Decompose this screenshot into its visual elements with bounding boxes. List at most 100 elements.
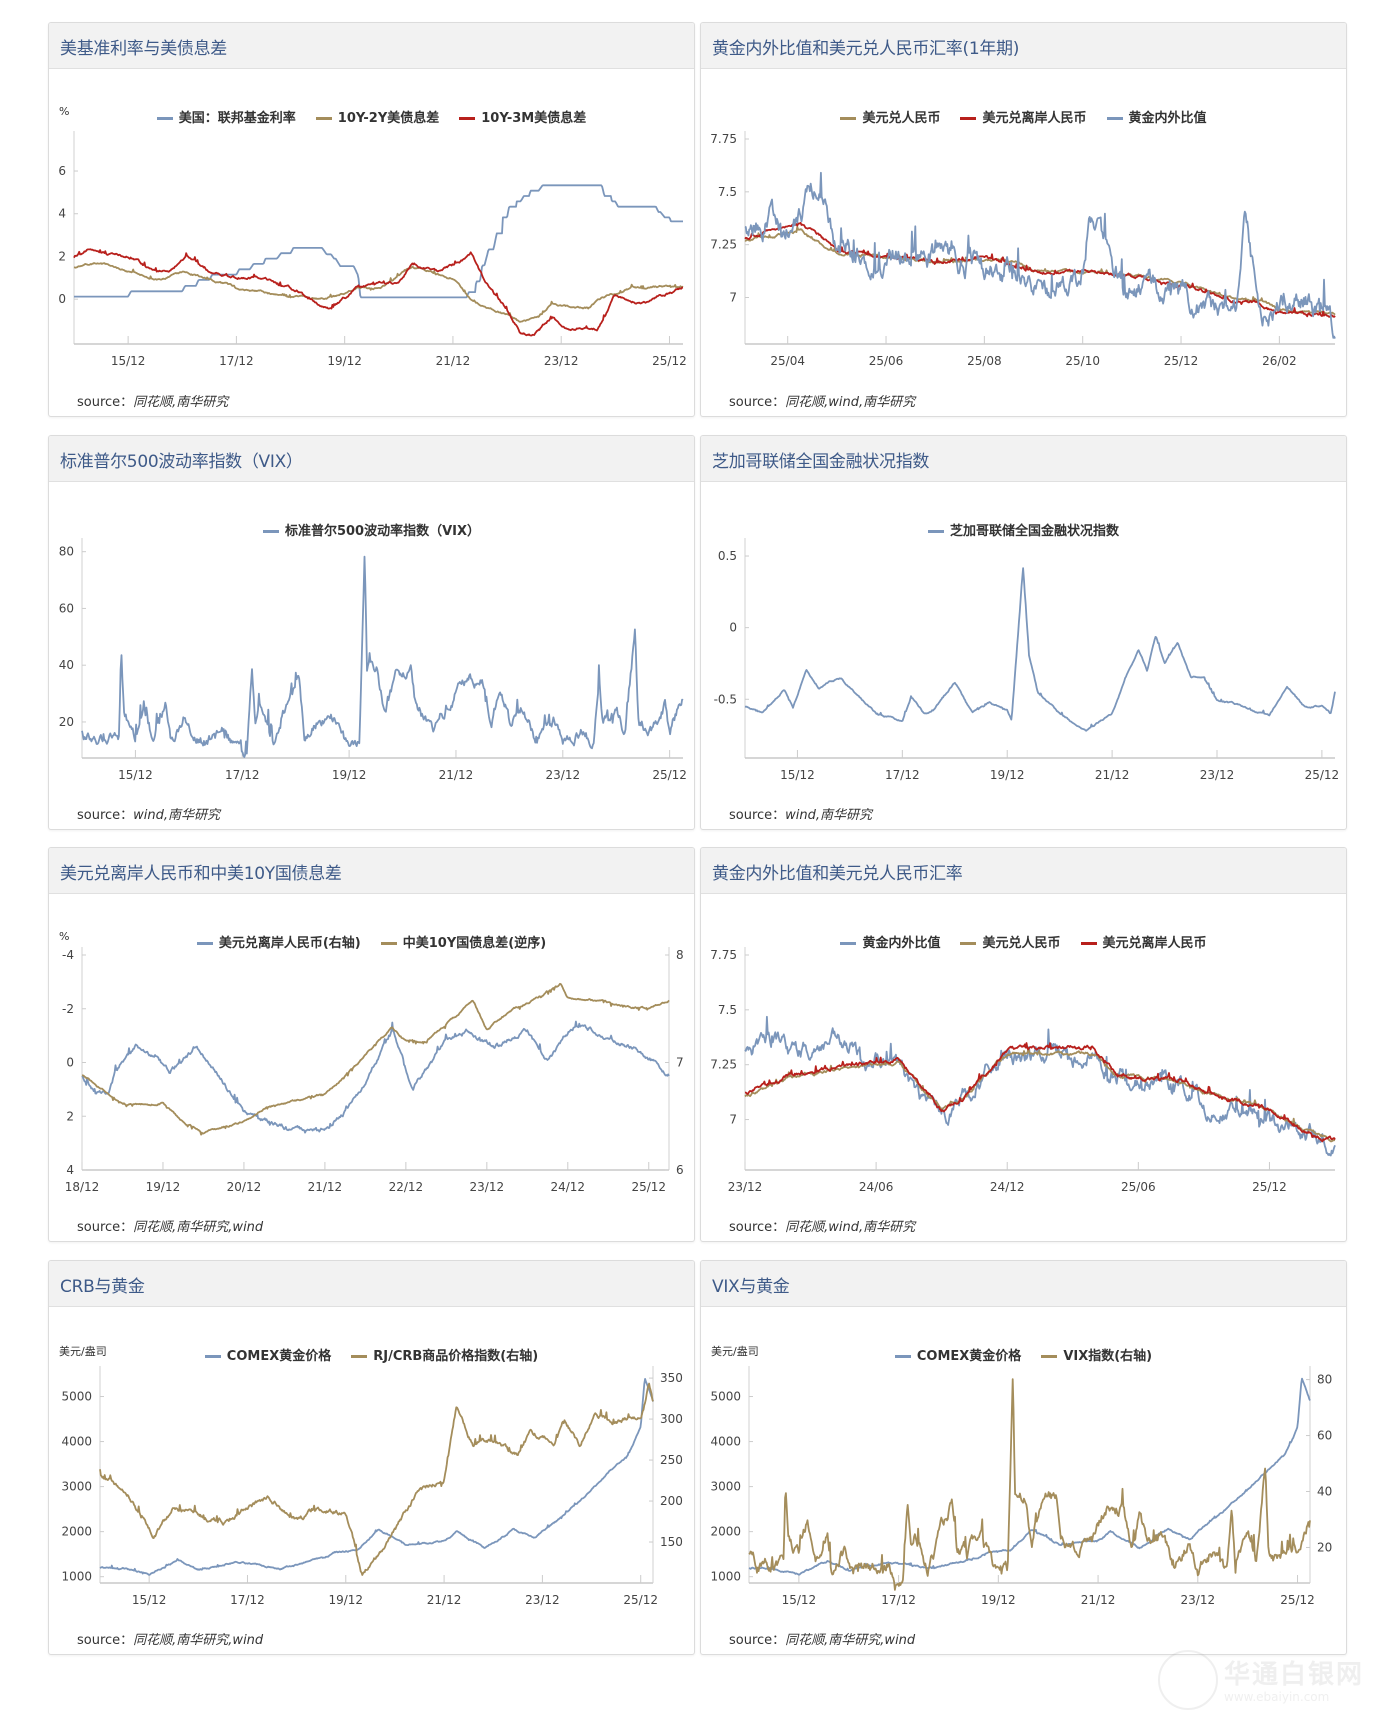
legend-swatch-icon (840, 117, 857, 120)
legend-label: 黄金内外比值 (1128, 111, 1207, 126)
legend-swatch-icon (262, 530, 279, 533)
panel-header: 黄金内外比值和美元兑人民币汇率(1年期) (701, 23, 1346, 69)
legend-item[interactable]: 美元兑人民币 (840, 107, 940, 126)
y-tick-label: 40 (59, 658, 74, 672)
series-line (81, 1020, 670, 1134)
legend-item[interactable]: 中美10Y国债息差(逆序) (380, 932, 546, 951)
x-tick-label: 25/12 (623, 1593, 658, 1607)
x-tick-label: 25/08 (967, 354, 1002, 368)
legend-item[interactable]: 美元兑离岸人民币 (960, 107, 1087, 126)
y-tick-label: 4 (58, 207, 66, 221)
y-tick-label: 7.75 (710, 132, 737, 146)
y-tick-label: 5000 (710, 1390, 741, 1404)
legend-label: 标准普尔500波动率指数（VIX） (284, 524, 481, 539)
y2-tick-label: 250 (660, 1453, 683, 1467)
chart-plot: 1000 2000 3000 4000 5000 20 40 60 80 15/12 17/12 19… (710, 1366, 1332, 1607)
y2-tick-label: 20 (1317, 1540, 1332, 1554)
y-tick-label: 4 (66, 1163, 74, 1177)
y-tick-label: 20 (59, 715, 74, 729)
series-line (73, 262, 684, 323)
y-tick-label: 0 (729, 621, 737, 635)
x-tick-label: 19/12 (332, 768, 367, 782)
source-prefix: source： (77, 1220, 134, 1235)
legend-item[interactable]: 美元兑离岸人民币(右轴) (196, 932, 361, 951)
y2-tick-label: 60 (1317, 1429, 1332, 1443)
y-tick-label: 4000 (61, 1435, 92, 1449)
watermark-name: 华通白银网 (1224, 1660, 1365, 1690)
legend-label: 美元兑离岸人民币(右轴) (218, 936, 361, 951)
y2-tick-label: 200 (660, 1494, 683, 1508)
y-tick-label: 5000 (61, 1390, 92, 1404)
x-tick-label: 17/12 (885, 768, 920, 782)
x-tick-label: 25/06 (1121, 1180, 1156, 1194)
panel-header: 芝加哥联储全国金融状况指数 (701, 436, 1346, 482)
legend-label: COMEX黄金价格 (916, 1349, 1022, 1364)
source-prefix: source： (77, 808, 134, 823)
legend-swatch-icon (894, 1355, 911, 1358)
chart-legend: 美元兑人民币 美元兑离岸人民币 黄金内外比值 (701, 107, 1346, 126)
y-tick-label: 0.5 (718, 549, 737, 563)
series-line (744, 1048, 1336, 1143)
source-prefix: source： (729, 1220, 786, 1235)
x-tick-label: 19/12 (327, 354, 362, 368)
chart-panel: 标准普尔500波动率指数（VIX） 标准普尔500波动率指数（VIX） sour… (48, 435, 695, 830)
chart-panel: 美元兑离岸人民币和中美10Y国债息差 % 美元兑离岸人民币(右轴) 中美10Y国债… (48, 847, 695, 1242)
legend-item[interactable]: COMEX黄金价格 (204, 1345, 332, 1364)
x-tick-label: 23/12 (525, 1593, 560, 1607)
legend-item[interactable]: 标准普尔500波动率指数（VIX） (262, 520, 481, 539)
legend-item[interactable]: RJ/CRB商品价格指数(右轴) (351, 1345, 538, 1364)
series-line (74, 184, 683, 299)
y-tick-label: 7.5 (718, 185, 737, 199)
legend-item[interactable]: 美国：联邦基金利率 (156, 107, 296, 126)
legend-label: 芝加哥联储全国金融状况指数 (949, 524, 1119, 539)
x-tick-label: 17/12 (881, 1593, 916, 1607)
legend-swatch-icon (960, 942, 977, 945)
series-line (81, 555, 684, 758)
y2-tick-label: 150 (660, 1535, 683, 1549)
series-line (744, 567, 1336, 732)
y2-tick-label: 6 (676, 1163, 684, 1177)
x-tick-label: 23/12 (544, 354, 579, 368)
chart-legend: COMEX黄金价格 RJ/CRB商品价格指数(右轴) (49, 1345, 694, 1364)
source-prefix: source： (77, 1633, 134, 1648)
y2-tick-label: 7 (676, 1056, 684, 1070)
legend-swatch-icon (204, 1355, 221, 1358)
chart-title: CRB与黄金 (60, 1277, 145, 1297)
y-tick-label: 7.5 (718, 1003, 737, 1017)
y-tick-label: 7.25 (710, 1058, 737, 1072)
legend-item[interactable]: 10Y-2Y美债息差 (315, 107, 439, 126)
legend-swatch-icon (156, 117, 173, 120)
series-line (744, 1042, 1336, 1143)
chart-panel: VIX与黄金 美元/盎司 COMEX黄金价格 VIX指数(右轴) source：同… (700, 1260, 1347, 1655)
legend-label: 美元兑离岸人民币 (1102, 936, 1207, 951)
legend-item[interactable]: 黄金内外比值 (1106, 107, 1207, 126)
x-tick-label: 21/12 (427, 1593, 462, 1607)
chart-title: 芝加哥联储全国金融状况指数 (712, 452, 930, 472)
legend-item[interactable]: COMEX黄金价格 (894, 1345, 1022, 1364)
legend-label: COMEX黄金价格 (226, 1349, 332, 1364)
y-tick-label: 1000 (61, 1570, 92, 1584)
x-tick-label: 23/12 (1181, 1593, 1216, 1607)
x-tick-label: 17/12 (230, 1593, 265, 1607)
x-tick-label: 20/12 (227, 1180, 262, 1194)
x-tick-label: 25/12 (652, 768, 687, 782)
legend-item[interactable]: 美元兑离岸人民币 (1080, 932, 1207, 951)
chart-legend: 美元兑离岸人民币(右轴) 中美10Y国债息差(逆序) (49, 932, 694, 951)
legend-item[interactable]: 芝加哥联储全国金融状况指数 (927, 520, 1119, 539)
source-text: wind,南华研究 (133, 808, 221, 823)
x-tick-label: 15/12 (782, 1593, 817, 1607)
legend-swatch-icon (459, 117, 476, 120)
legend-swatch-icon (927, 530, 944, 533)
series-line (73, 248, 684, 337)
legend-item[interactable]: 10Y-3M美债息差 (459, 107, 586, 126)
y-tick-label: 7.75 (710, 948, 737, 962)
legend-item[interactable]: 黄金内外比值 (840, 932, 940, 951)
panel-header: 美基准利率与美债息差 (49, 23, 694, 69)
y-tick-label: 7 (729, 1113, 737, 1127)
watermark-logo: 华通白银网 www.ebaiyin.com (1158, 1650, 1378, 1710)
x-tick-label: 24/12 (550, 1180, 585, 1194)
x-tick-label: 15/12 (118, 768, 153, 782)
series-line (81, 982, 670, 1136)
legend-item[interactable]: VIX指数(右轴) (1041, 1345, 1152, 1364)
legend-item[interactable]: 美元兑人民币 (960, 932, 1061, 951)
